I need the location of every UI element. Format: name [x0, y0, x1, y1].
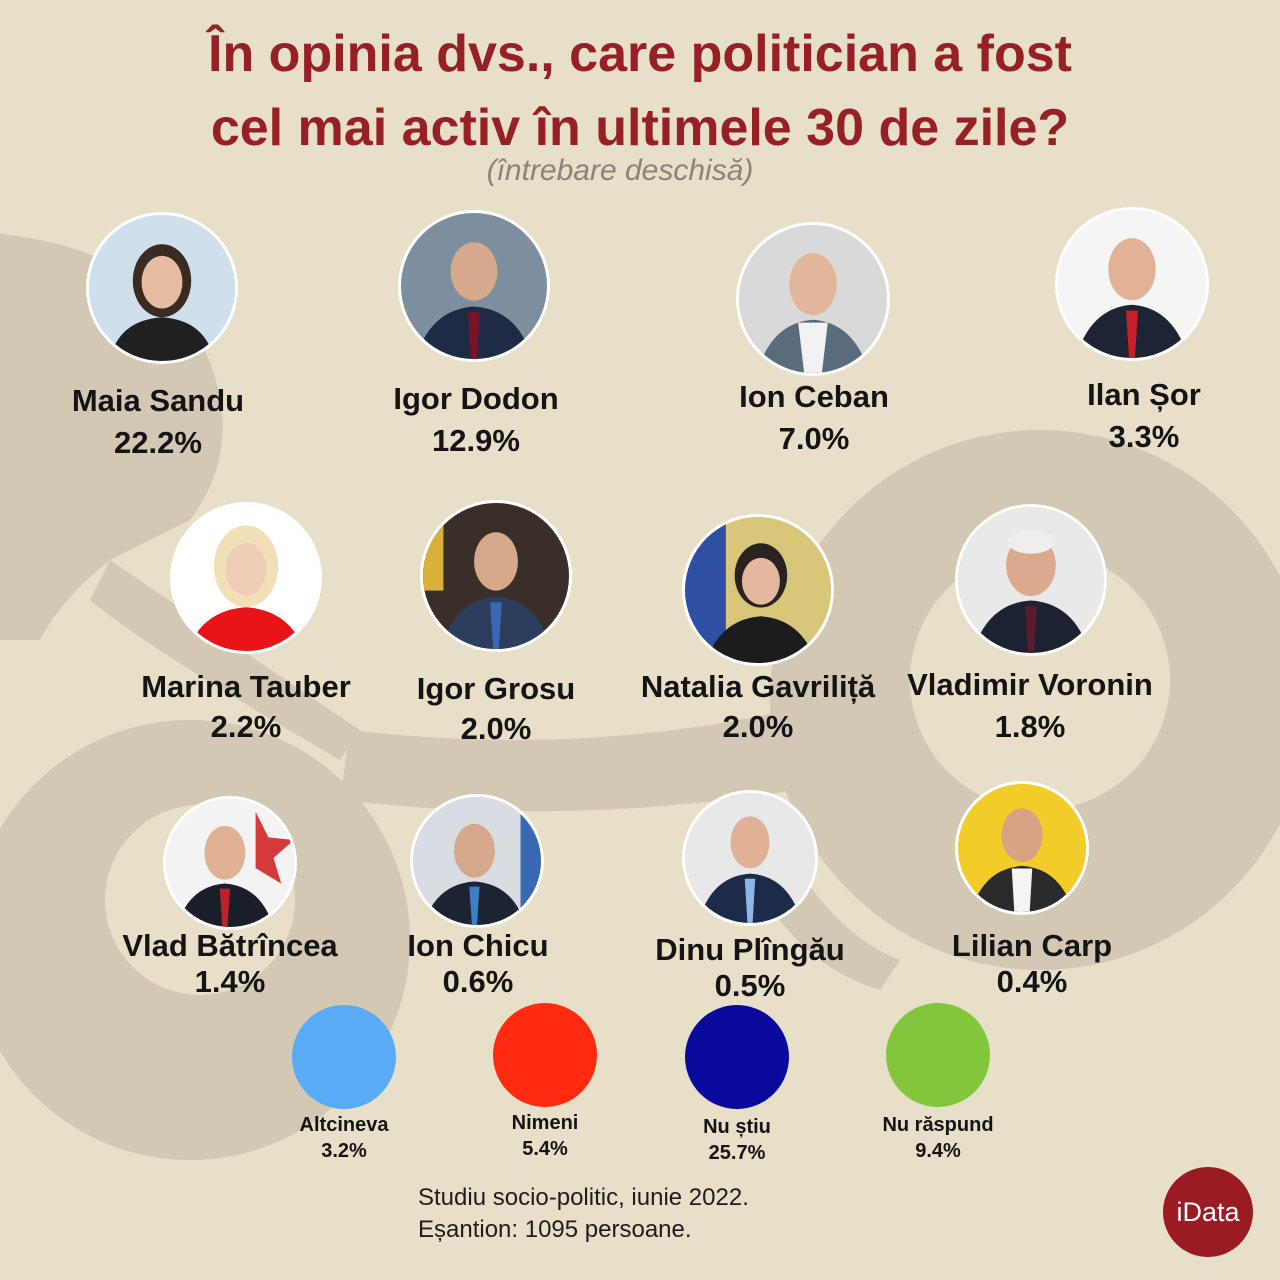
politician-value: 1.4%	[194, 964, 266, 999]
idata-logo: iData	[1163, 1167, 1253, 1257]
igor-grosu-photo	[420, 500, 572, 652]
politician-name: Vlad Bătrîncea	[122, 928, 338, 963]
nu-stiu-dot	[685, 1005, 789, 1109]
ion-ceban-photo	[736, 222, 890, 376]
politician-value: 22.2%	[114, 425, 202, 460]
chart-subtitle: (întrebare deschisă)	[486, 154, 754, 187]
politician-name: Lilian Carp	[951, 928, 1113, 963]
altcineva-dot	[292, 1005, 396, 1109]
nimeni-dot	[493, 1003, 597, 1107]
category-name: Nu răspund	[882, 1114, 994, 1136]
politician-value: 2.0%	[722, 709, 794, 744]
chart-title-line-1: În opinia dvs., care politician a fost	[208, 25, 1072, 83]
vladimir-voronin-photo	[955, 504, 1107, 656]
vlad-batrincea-photo	[163, 796, 297, 930]
politician-name: Ion Chicu	[407, 928, 549, 963]
dinu-plingau-photo	[682, 790, 818, 926]
politician-value: 0.4%	[996, 964, 1068, 999]
category-name: Nimeni	[511, 1112, 579, 1134]
politician-name: Igor Grosu	[416, 671, 576, 706]
politician-value: 7.0%	[778, 421, 850, 456]
category-value: 25.7%	[708, 1142, 766, 1164]
politician-name: Marina Tauber	[141, 669, 351, 704]
politician-name: Igor Dodon	[393, 381, 559, 416]
category-name: Nu știu	[703, 1116, 771, 1138]
category-name: Altcineva	[299, 1114, 389, 1136]
category-value: 5.4%	[522, 1138, 568, 1160]
footnote-study: Studiu socio-politic, iunie 2022.	[418, 1184, 749, 1211]
lilian-carp-photo	[955, 781, 1089, 915]
chart-title-line-2: cel mai activ în ultimele 30 de zile?	[210, 99, 1070, 157]
politician-name: Dinu Plîngău	[655, 932, 845, 967]
natalia-gavrilita-photo	[682, 514, 834, 666]
politician-name: Natalia Gavriliță	[640, 669, 876, 704]
politician-value: 0.6%	[442, 964, 514, 999]
politician-value: 12.9%	[432, 423, 520, 458]
ion-chicu-photo	[410, 794, 544, 928]
politician-value: 1.8%	[994, 709, 1066, 744]
politician-value: 3.3%	[1108, 419, 1180, 454]
marina-tauber-photo	[170, 502, 322, 654]
maia-sandu-photo	[86, 212, 238, 364]
politician-value: 2.2%	[210, 709, 282, 744]
nu-raspund-dot	[886, 1003, 990, 1107]
igor-dodon-photo	[398, 210, 550, 362]
politician-value: 0.5%	[714, 968, 786, 1003]
footnote-sample: Eșantion: 1095 persoane.	[418, 1216, 692, 1243]
politician-name: Ion Ceban	[739, 379, 889, 414]
ilan-sor-photo	[1055, 207, 1209, 361]
category-value: 3.2%	[321, 1140, 367, 1162]
politician-value: 2.0%	[460, 711, 532, 746]
politician-name: Vladimir Voronin	[907, 667, 1153, 702]
politician-name: Ilan Șor	[1087, 377, 1201, 412]
politician-name: Maia Sandu	[71, 383, 245, 418]
category-value: 9.4%	[915, 1140, 961, 1162]
